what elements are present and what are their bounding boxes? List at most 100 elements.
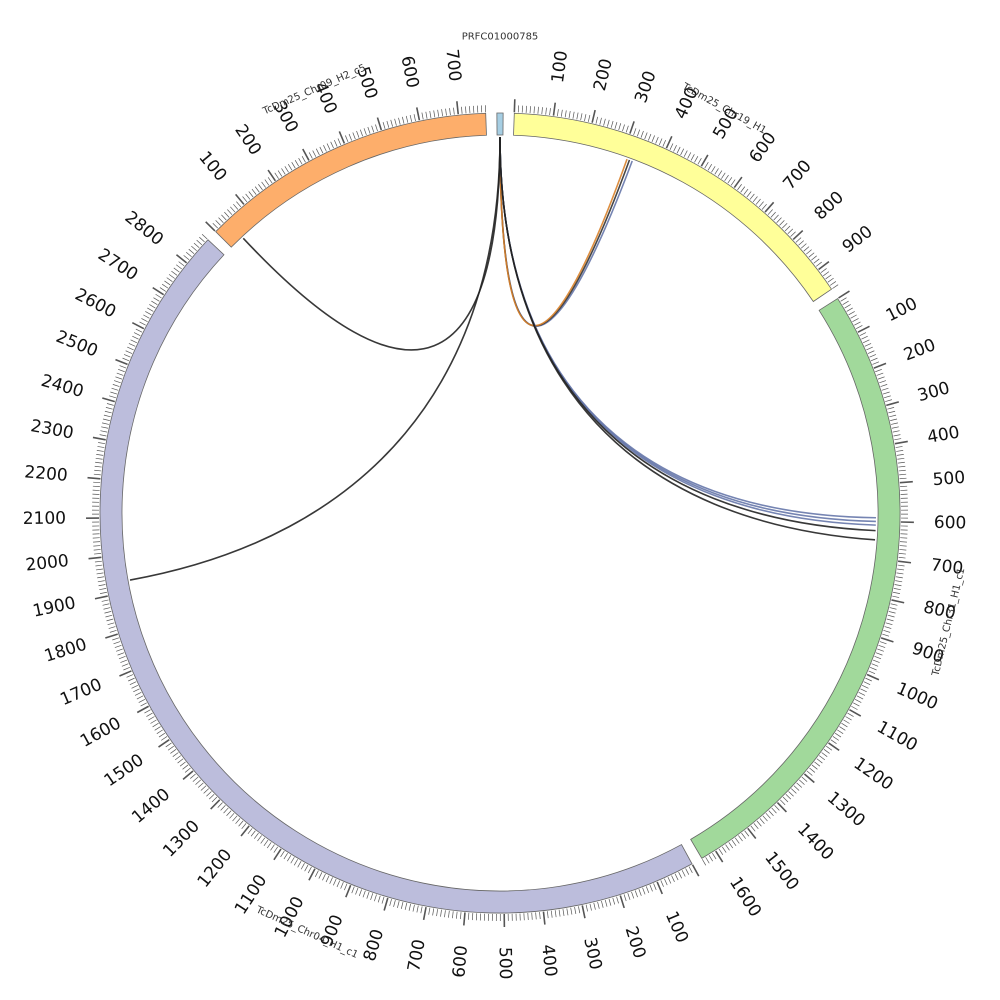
minor-tick <box>215 220 221 226</box>
minor-tick <box>156 729 163 734</box>
minor-tick <box>595 116 598 124</box>
minor-tick <box>308 152 313 159</box>
minor-tick <box>533 106 535 114</box>
minor-tick <box>145 311 152 316</box>
segment-tcdm25-chr31-h1-c1 <box>690 297 901 859</box>
minor-tick <box>840 297 847 302</box>
minor-tick <box>728 842 734 849</box>
minor-tick <box>178 261 185 267</box>
minor-tick <box>749 193 755 200</box>
minor-tick <box>358 889 362 897</box>
tick-label: 100 <box>194 148 230 186</box>
minor-tick <box>301 156 306 163</box>
minor-tick <box>290 857 295 864</box>
minor-tick <box>862 339 870 344</box>
minor-tick <box>871 663 879 667</box>
minor-tick <box>690 154 695 161</box>
minor-tick <box>105 407 113 410</box>
minor-tick <box>97 576 105 579</box>
minor-tick <box>131 684 139 689</box>
minor-tick <box>390 119 393 127</box>
major-tick <box>115 358 128 366</box>
major-tick <box>581 905 586 919</box>
tick-label: 800 <box>811 188 848 225</box>
minor-tick <box>260 837 266 844</box>
minor-tick <box>183 255 190 261</box>
minor-tick <box>601 900 604 908</box>
minor-tick <box>803 246 810 252</box>
minor-tick <box>408 903 411 911</box>
minor-tick <box>242 196 248 203</box>
minor-tick <box>421 112 424 120</box>
minor-tick <box>188 248 195 254</box>
minor-tick <box>877 648 884 652</box>
minor-tick <box>825 274 832 280</box>
tick-label: 700 <box>779 156 815 194</box>
minor-tick <box>258 184 263 191</box>
minor-tick <box>362 890 366 898</box>
minor-tick <box>229 812 235 819</box>
minor-tick <box>614 122 618 129</box>
major-tick <box>899 480 913 484</box>
minor-tick <box>813 258 820 264</box>
minor-tick <box>336 880 341 888</box>
major-tick <box>886 401 900 407</box>
minor-tick <box>564 110 567 118</box>
minor-tick <box>149 304 156 309</box>
minor-tick <box>846 307 853 312</box>
major-tick <box>715 850 724 863</box>
minor-tick <box>159 287 166 292</box>
minor-tick <box>94 469 102 472</box>
minor-tick <box>678 871 683 879</box>
minor-tick <box>798 240 804 246</box>
tick-label: 800 <box>360 927 388 964</box>
major-tick <box>891 599 905 604</box>
minor-tick <box>263 839 269 846</box>
minor-tick <box>211 796 218 803</box>
segment-tcdm25-chr09-h2-c5 <box>215 112 487 248</box>
minor-tick <box>337 138 342 146</box>
minor-tick <box>887 407 895 410</box>
minor-tick <box>753 823 759 830</box>
minor-tick <box>95 564 103 567</box>
minor-tick <box>893 588 901 591</box>
minor-tick <box>891 426 899 429</box>
link-tcdm25-chr31-h1-c1 <box>499 136 876 541</box>
minor-tick <box>734 837 740 844</box>
minor-tick <box>325 875 330 883</box>
minor-tick <box>570 907 573 915</box>
minor-tick <box>238 820 244 827</box>
tick-label: 1500 <box>101 750 148 791</box>
minor-tick <box>597 901 600 909</box>
minor-tick <box>854 699 862 703</box>
minor-tick <box>725 844 730 851</box>
minor-tick <box>93 481 101 484</box>
minor-tick <box>892 595 900 598</box>
minor-tick <box>449 108 451 116</box>
labels-layer: 100 200 300 4005006007008009001002003004005… <box>23 32 968 980</box>
tick-label: 100 <box>661 908 692 946</box>
minor-tick <box>899 545 907 547</box>
minor-tick <box>165 742 172 748</box>
minor-tick <box>848 311 855 316</box>
minor-tick <box>819 755 826 761</box>
minor-tick <box>746 191 752 198</box>
major-tick <box>629 121 635 134</box>
minor-tick <box>724 174 729 182</box>
minor-tick <box>212 222 218 229</box>
minor-tick <box>761 203 767 210</box>
minor-tick <box>120 659 128 663</box>
minor-tick <box>280 850 285 858</box>
minor-tick <box>697 157 702 165</box>
minor-tick <box>809 767 816 773</box>
minor-tick <box>895 576 903 579</box>
minor-tick <box>104 611 112 614</box>
minor-tick <box>618 123 622 131</box>
minor-tick <box>683 150 688 157</box>
tick-label: 700 <box>930 555 965 579</box>
minor-tick <box>266 842 272 849</box>
minor-tick <box>270 844 275 851</box>
minor-tick <box>568 111 571 119</box>
segment-prfc01000785 <box>496 112 504 136</box>
